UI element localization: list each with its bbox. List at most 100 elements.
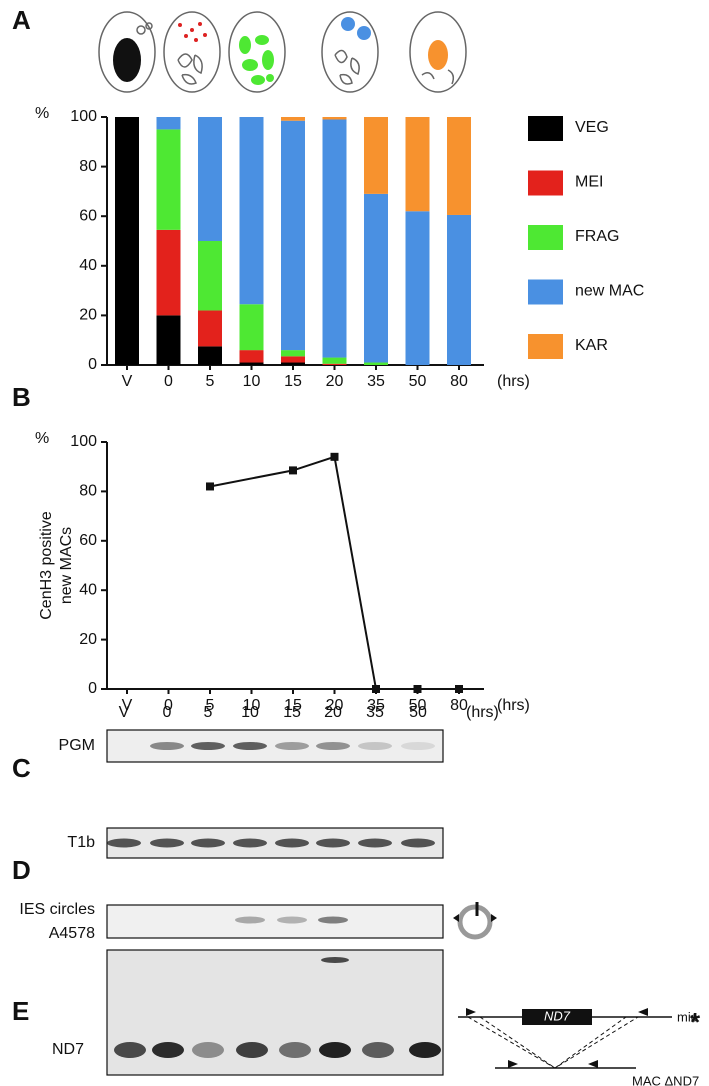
gel-band (150, 838, 184, 848)
x-axis-label: (hrs) (497, 697, 530, 714)
x-tick-label: 35 (367, 373, 385, 390)
legend-swatch (528, 170, 563, 196)
marker (289, 466, 297, 475)
bar-segment (322, 119, 347, 358)
panel-label: B (12, 382, 31, 412)
lane-label: 0 (163, 704, 172, 721)
y-tick-label: 60 (79, 207, 97, 224)
gel-band (191, 838, 225, 848)
y-tick-label: 100 (70, 433, 97, 450)
bar-segment (156, 117, 181, 130)
lane-label: 10 (241, 704, 259, 721)
x-tick-label: 0 (164, 697, 173, 714)
x-tick-label: 80 (450, 373, 468, 390)
lane-label: 20 (324, 704, 342, 721)
gel-band (316, 838, 350, 848)
row-label: A4578 (49, 925, 95, 942)
circle-icon (453, 902, 497, 940)
legend-label: FRAG (575, 228, 619, 245)
asterisk: * (690, 1007, 701, 1037)
y-tick-label: 60 (79, 532, 97, 549)
lane-label: 5 (204, 704, 213, 721)
lane-label: 15 (283, 704, 301, 721)
bar-segment (115, 117, 139, 365)
lane-label: 50 (409, 704, 427, 721)
bar-segment (322, 117, 347, 120)
gel-band (275, 742, 309, 750)
bar-segment (405, 211, 430, 365)
row-label: ND7 (52, 1041, 84, 1058)
bar-segment (364, 362, 388, 365)
gel-band (236, 1042, 268, 1058)
legend-label: new MAC (575, 283, 644, 300)
x-tick-label: 5 (206, 697, 215, 714)
gel-band (107, 838, 141, 848)
lane-label: 35 (366, 704, 384, 721)
bar-segment (322, 363, 347, 365)
bar-segment (322, 357, 347, 364)
x-tick-label: 80 (450, 697, 468, 714)
y-tick-label: 40 (79, 257, 97, 274)
gel-band (358, 742, 392, 750)
gel-box (106, 904, 444, 939)
gel-band (401, 838, 435, 848)
gel-band (409, 1042, 441, 1058)
gel-band (321, 957, 349, 963)
y-tick-label: 0 (88, 680, 97, 697)
legend-label: MEI (575, 174, 603, 191)
gel-band (319, 1042, 351, 1058)
bar-segment (281, 350, 305, 357)
marker (372, 685, 380, 693)
legend-swatch (528, 225, 563, 250)
gel-band (114, 1042, 146, 1058)
cell-icons (98, 11, 467, 93)
bar-segment (198, 241, 222, 311)
bar-segment (281, 356, 305, 363)
ndel-diagram (458, 1008, 672, 1069)
y-axis-label: new MACs (58, 527, 75, 604)
x-tick-label: 20 (326, 697, 344, 714)
marker (206, 482, 214, 491)
bar-segment (364, 193, 388, 363)
legend-swatch (528, 279, 563, 305)
gel-band (277, 916, 307, 924)
bar-segment (239, 304, 264, 351)
bar-segment (239, 350, 264, 363)
x-tick-label: 20 (326, 373, 344, 390)
gel-band (401, 742, 435, 750)
x-tick-label: 50 (409, 373, 427, 390)
legend-label: KAR (575, 337, 608, 354)
line (209, 455, 459, 690)
y-tick-label: 80 (79, 158, 97, 175)
panel-label: E (12, 996, 29, 1026)
gel-band (191, 742, 225, 750)
gel-band (358, 838, 392, 848)
bar-segment (239, 362, 264, 365)
gel-band (279, 1042, 311, 1058)
y-tick-label: 80 (79, 483, 97, 500)
marker (455, 685, 463, 693)
gel-band (362, 1042, 394, 1058)
y-tick-label: 100 (70, 108, 97, 125)
row-label: IES circles (19, 901, 95, 918)
legend-swatch (528, 116, 563, 141)
bar-segment (364, 117, 388, 194)
bar-segment (239, 117, 264, 305)
y-tick-label: 40 (79, 581, 97, 598)
y-unit: % (35, 430, 49, 447)
diagram-label: MAC ΔND7 (632, 1073, 699, 1086)
x-tick-label: 35 (367, 697, 385, 714)
gel-band (318, 916, 348, 924)
gel-box (106, 949, 444, 1076)
gel-band (192, 1042, 224, 1058)
diagram-label: mic (677, 1009, 698, 1024)
x-tick-label: 15 (284, 373, 302, 390)
bar-segment (198, 310, 222, 347)
gel-band (275, 838, 309, 848)
bar-segment (405, 117, 430, 212)
bar-segment (156, 315, 181, 365)
panel-label: C (12, 753, 31, 783)
y-tick-label: 20 (79, 631, 97, 648)
bar-segment (198, 117, 222, 241)
marker (330, 452, 339, 461)
